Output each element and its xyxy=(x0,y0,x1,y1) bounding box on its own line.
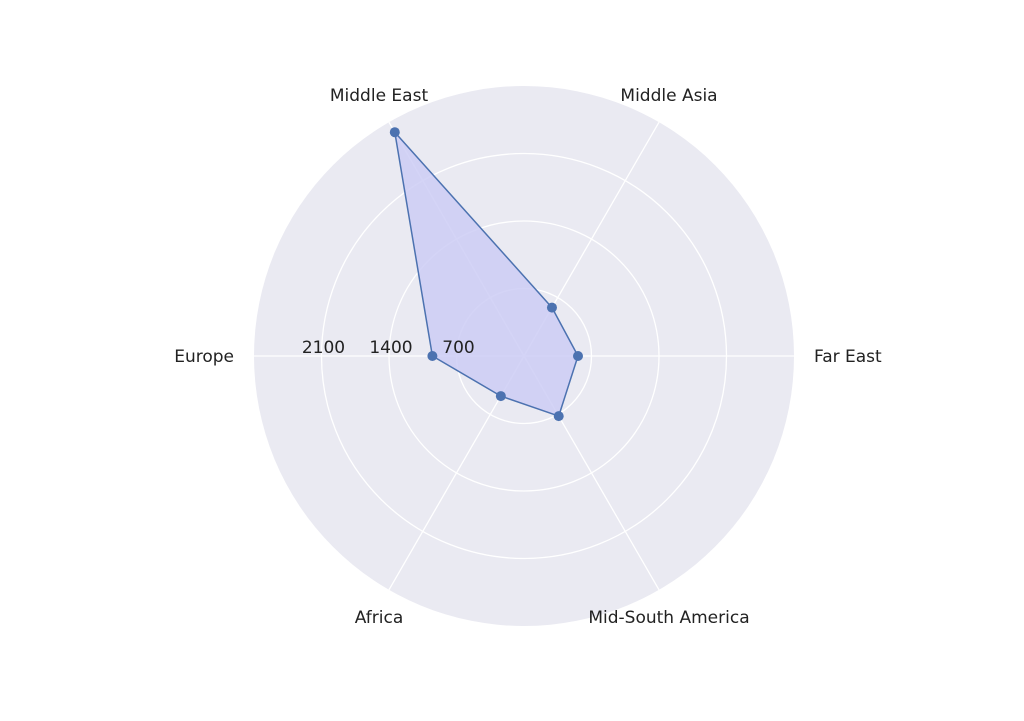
radial-tick-labels: 700 1400 2100 xyxy=(302,338,475,358)
data-point-middle-asia xyxy=(546,302,557,313)
category-label: Middle East xyxy=(330,86,429,106)
radial-tick-label: 700 xyxy=(442,338,474,358)
category-label: Africa xyxy=(355,608,404,628)
data-point-europe xyxy=(427,351,438,361)
data-point-middle-east xyxy=(389,127,400,138)
radial-tick-label: 2100 xyxy=(302,338,345,358)
data-point-far-east xyxy=(573,351,583,361)
radial-tick-label: 1400 xyxy=(369,338,412,358)
category-label: Europe xyxy=(174,347,234,367)
category-label: Far East xyxy=(814,347,882,367)
category-label: Middle Asia xyxy=(620,86,717,106)
category-label: Mid-South America xyxy=(588,608,749,628)
series-layer xyxy=(389,127,583,422)
category-labels: Far East Middle Asia Middle East Europe Afri… xyxy=(174,86,882,628)
data-point-africa xyxy=(495,391,506,402)
data-point-mid-south-america xyxy=(553,411,564,422)
